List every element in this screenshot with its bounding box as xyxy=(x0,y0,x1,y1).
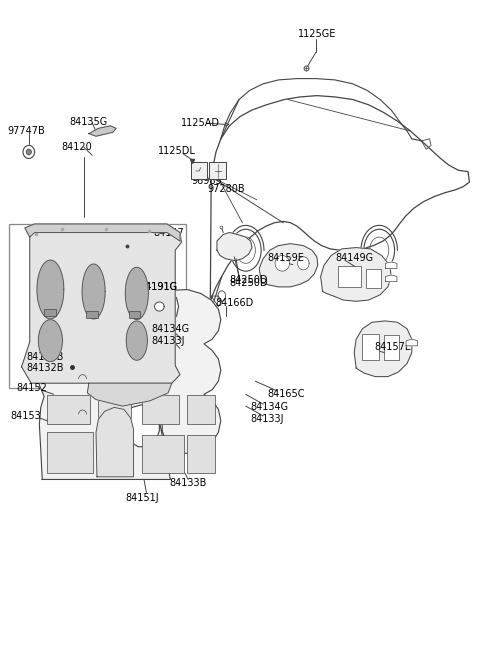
Text: 96985: 96985 xyxy=(191,176,222,186)
Text: 84159E: 84159E xyxy=(267,253,304,263)
Polygon shape xyxy=(37,260,64,319)
Text: 84135G: 84135G xyxy=(70,117,108,127)
Text: 84153: 84153 xyxy=(11,411,41,421)
Bar xyxy=(142,435,184,473)
Text: 84151J: 84151J xyxy=(126,493,159,503)
Text: 1125GE: 1125GE xyxy=(298,29,336,39)
Polygon shape xyxy=(259,244,318,287)
Polygon shape xyxy=(38,288,221,479)
Polygon shape xyxy=(82,264,105,319)
Text: 84157E: 84157E xyxy=(374,342,411,352)
Text: 84152: 84152 xyxy=(17,383,48,393)
FancyBboxPatch shape xyxy=(191,162,207,179)
Text: 84191G: 84191G xyxy=(139,282,177,292)
FancyBboxPatch shape xyxy=(209,162,226,179)
Text: 84134G: 84134G xyxy=(251,402,288,413)
Bar xyxy=(384,335,399,360)
Polygon shape xyxy=(155,302,164,311)
Bar xyxy=(44,309,56,316)
Polygon shape xyxy=(354,321,412,377)
Text: 84165C: 84165C xyxy=(267,389,304,400)
Text: 84133B: 84133B xyxy=(26,352,64,362)
Bar xyxy=(98,395,131,424)
Text: 84191G: 84191G xyxy=(139,282,177,292)
Text: 84133B: 84133B xyxy=(169,478,206,489)
Polygon shape xyxy=(217,233,252,261)
Text: 84120: 84120 xyxy=(61,142,92,153)
Polygon shape xyxy=(26,149,31,155)
Polygon shape xyxy=(275,255,289,271)
Polygon shape xyxy=(298,257,309,270)
Bar xyxy=(86,311,98,318)
Polygon shape xyxy=(96,407,133,477)
Polygon shape xyxy=(38,320,62,362)
Polygon shape xyxy=(89,126,116,136)
Bar xyxy=(187,395,215,424)
Bar xyxy=(129,311,140,318)
Bar xyxy=(9,224,186,388)
Text: 84147: 84147 xyxy=(154,227,184,238)
Bar xyxy=(338,266,361,287)
Polygon shape xyxy=(385,262,397,269)
Polygon shape xyxy=(321,248,391,301)
Text: 84132B: 84132B xyxy=(26,363,64,373)
Polygon shape xyxy=(23,145,35,159)
Bar xyxy=(187,435,215,473)
Bar xyxy=(366,269,381,288)
Bar xyxy=(98,435,133,473)
Text: 84149G: 84149G xyxy=(335,253,373,263)
Bar xyxy=(362,334,379,360)
Text: 84134G: 84134G xyxy=(152,324,190,334)
Text: 1125DL: 1125DL xyxy=(158,145,196,156)
Bar xyxy=(47,432,93,473)
Polygon shape xyxy=(25,224,180,241)
Text: 84250D: 84250D xyxy=(229,275,268,286)
Text: 1125AD: 1125AD xyxy=(181,118,220,128)
Polygon shape xyxy=(125,267,148,320)
Polygon shape xyxy=(126,321,147,360)
Text: 97747B: 97747B xyxy=(7,126,45,136)
Text: 84133J: 84133J xyxy=(152,335,185,346)
Polygon shape xyxy=(385,275,397,282)
Text: 97280B: 97280B xyxy=(207,183,245,194)
Polygon shape xyxy=(406,339,418,346)
Bar xyxy=(47,395,90,424)
Polygon shape xyxy=(87,383,172,406)
Bar xyxy=(142,395,179,424)
Text: 84250D: 84250D xyxy=(229,278,268,288)
Text: 84133J: 84133J xyxy=(251,414,284,424)
Polygon shape xyxy=(22,224,181,383)
Text: 84166D: 84166D xyxy=(215,297,253,308)
